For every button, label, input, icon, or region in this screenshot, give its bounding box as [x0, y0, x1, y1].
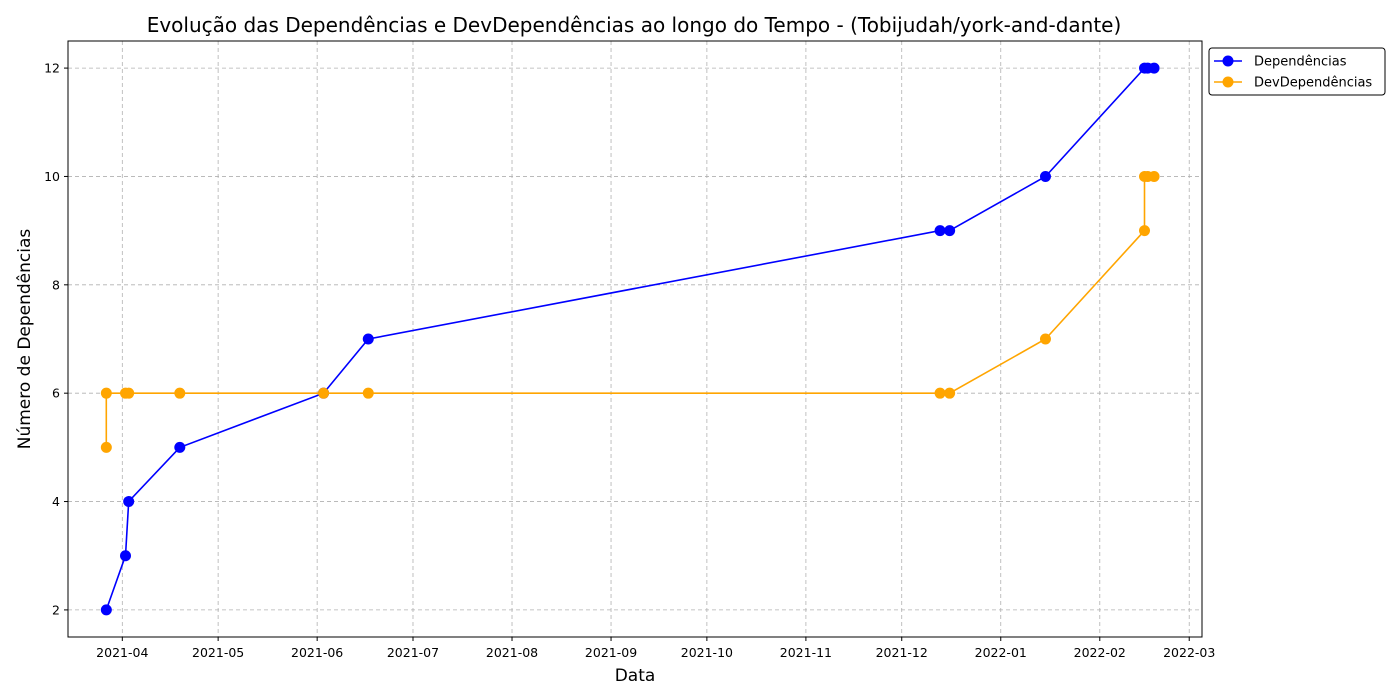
- data-point: [1039, 170, 1051, 182]
- plot-frame: [67, 40, 1203, 638]
- data-point: [1148, 62, 1160, 74]
- ticks: 2 4 6 8 10 12 2021-04 2021-05 2021-06 2021-07 2021…: [44, 61, 1215, 660]
- series-line: [105, 175, 1155, 448]
- data-point: [1148, 170, 1160, 182]
- data-point: [362, 387, 374, 399]
- data-point: [944, 225, 956, 237]
- series-layer: [100, 62, 1160, 616]
- data-point: [123, 496, 135, 508]
- x-axis-label: Data: [615, 666, 656, 686]
- x-tick-label: 2021-12: [876, 645, 928, 660]
- x-tick-label: 2021-10: [681, 645, 733, 660]
- series-2: [100, 170, 1160, 453]
- x-tick-label: 2021-08: [486, 645, 538, 660]
- data-point: [934, 387, 946, 399]
- y-tick-label: 8: [52, 277, 60, 292]
- x-tick-label: 2021-07: [387, 645, 439, 660]
- y-axis-label: Número de Dependências: [15, 229, 35, 450]
- x-tick-label: 2021-11: [780, 645, 832, 660]
- data-point: [119, 550, 131, 562]
- legend-box: [1208, 47, 1386, 96]
- legend-label: DevDependências: [1254, 76, 1372, 91]
- legend-marker: [1222, 76, 1234, 88]
- data-point: [362, 333, 374, 345]
- x-tick-label: 2022-03: [1163, 645, 1215, 660]
- x-tick-label: 2021-05: [192, 645, 244, 660]
- series-line: [105, 67, 1155, 611]
- x-tick-label: 2021-04: [96, 645, 148, 660]
- x-tick-label: 2022-01: [975, 645, 1027, 660]
- data-point: [174, 387, 186, 399]
- grid: [68, 41, 1202, 637]
- chart-title: Evolução das Dependências e DevDependênc…: [147, 13, 1122, 37]
- data-point: [934, 225, 946, 237]
- data-point: [100, 604, 112, 616]
- data-point: [1139, 225, 1151, 237]
- x-tick-label: 2022-02: [1074, 645, 1126, 660]
- data-point: [100, 387, 112, 399]
- data-point: [944, 387, 956, 399]
- legend-marker: [1222, 55, 1234, 67]
- x-tick-label: 2021-06: [291, 645, 343, 660]
- x-tick-label: 2021-09: [585, 645, 637, 660]
- y-tick-label: 12: [44, 61, 60, 76]
- data-point: [100, 441, 112, 453]
- y-tick-label: 2: [52, 602, 60, 617]
- legend-label: Dependências: [1254, 55, 1347, 70]
- data-point: [174, 441, 186, 453]
- y-tick-label: 10: [44, 169, 60, 184]
- legend: Dependências DevDependências: [1208, 47, 1386, 96]
- y-tick-label: 4: [52, 494, 60, 509]
- data-point: [318, 387, 330, 399]
- y-tick-label: 6: [52, 386, 60, 401]
- data-point: [123, 387, 135, 399]
- data-point: [1039, 333, 1051, 345]
